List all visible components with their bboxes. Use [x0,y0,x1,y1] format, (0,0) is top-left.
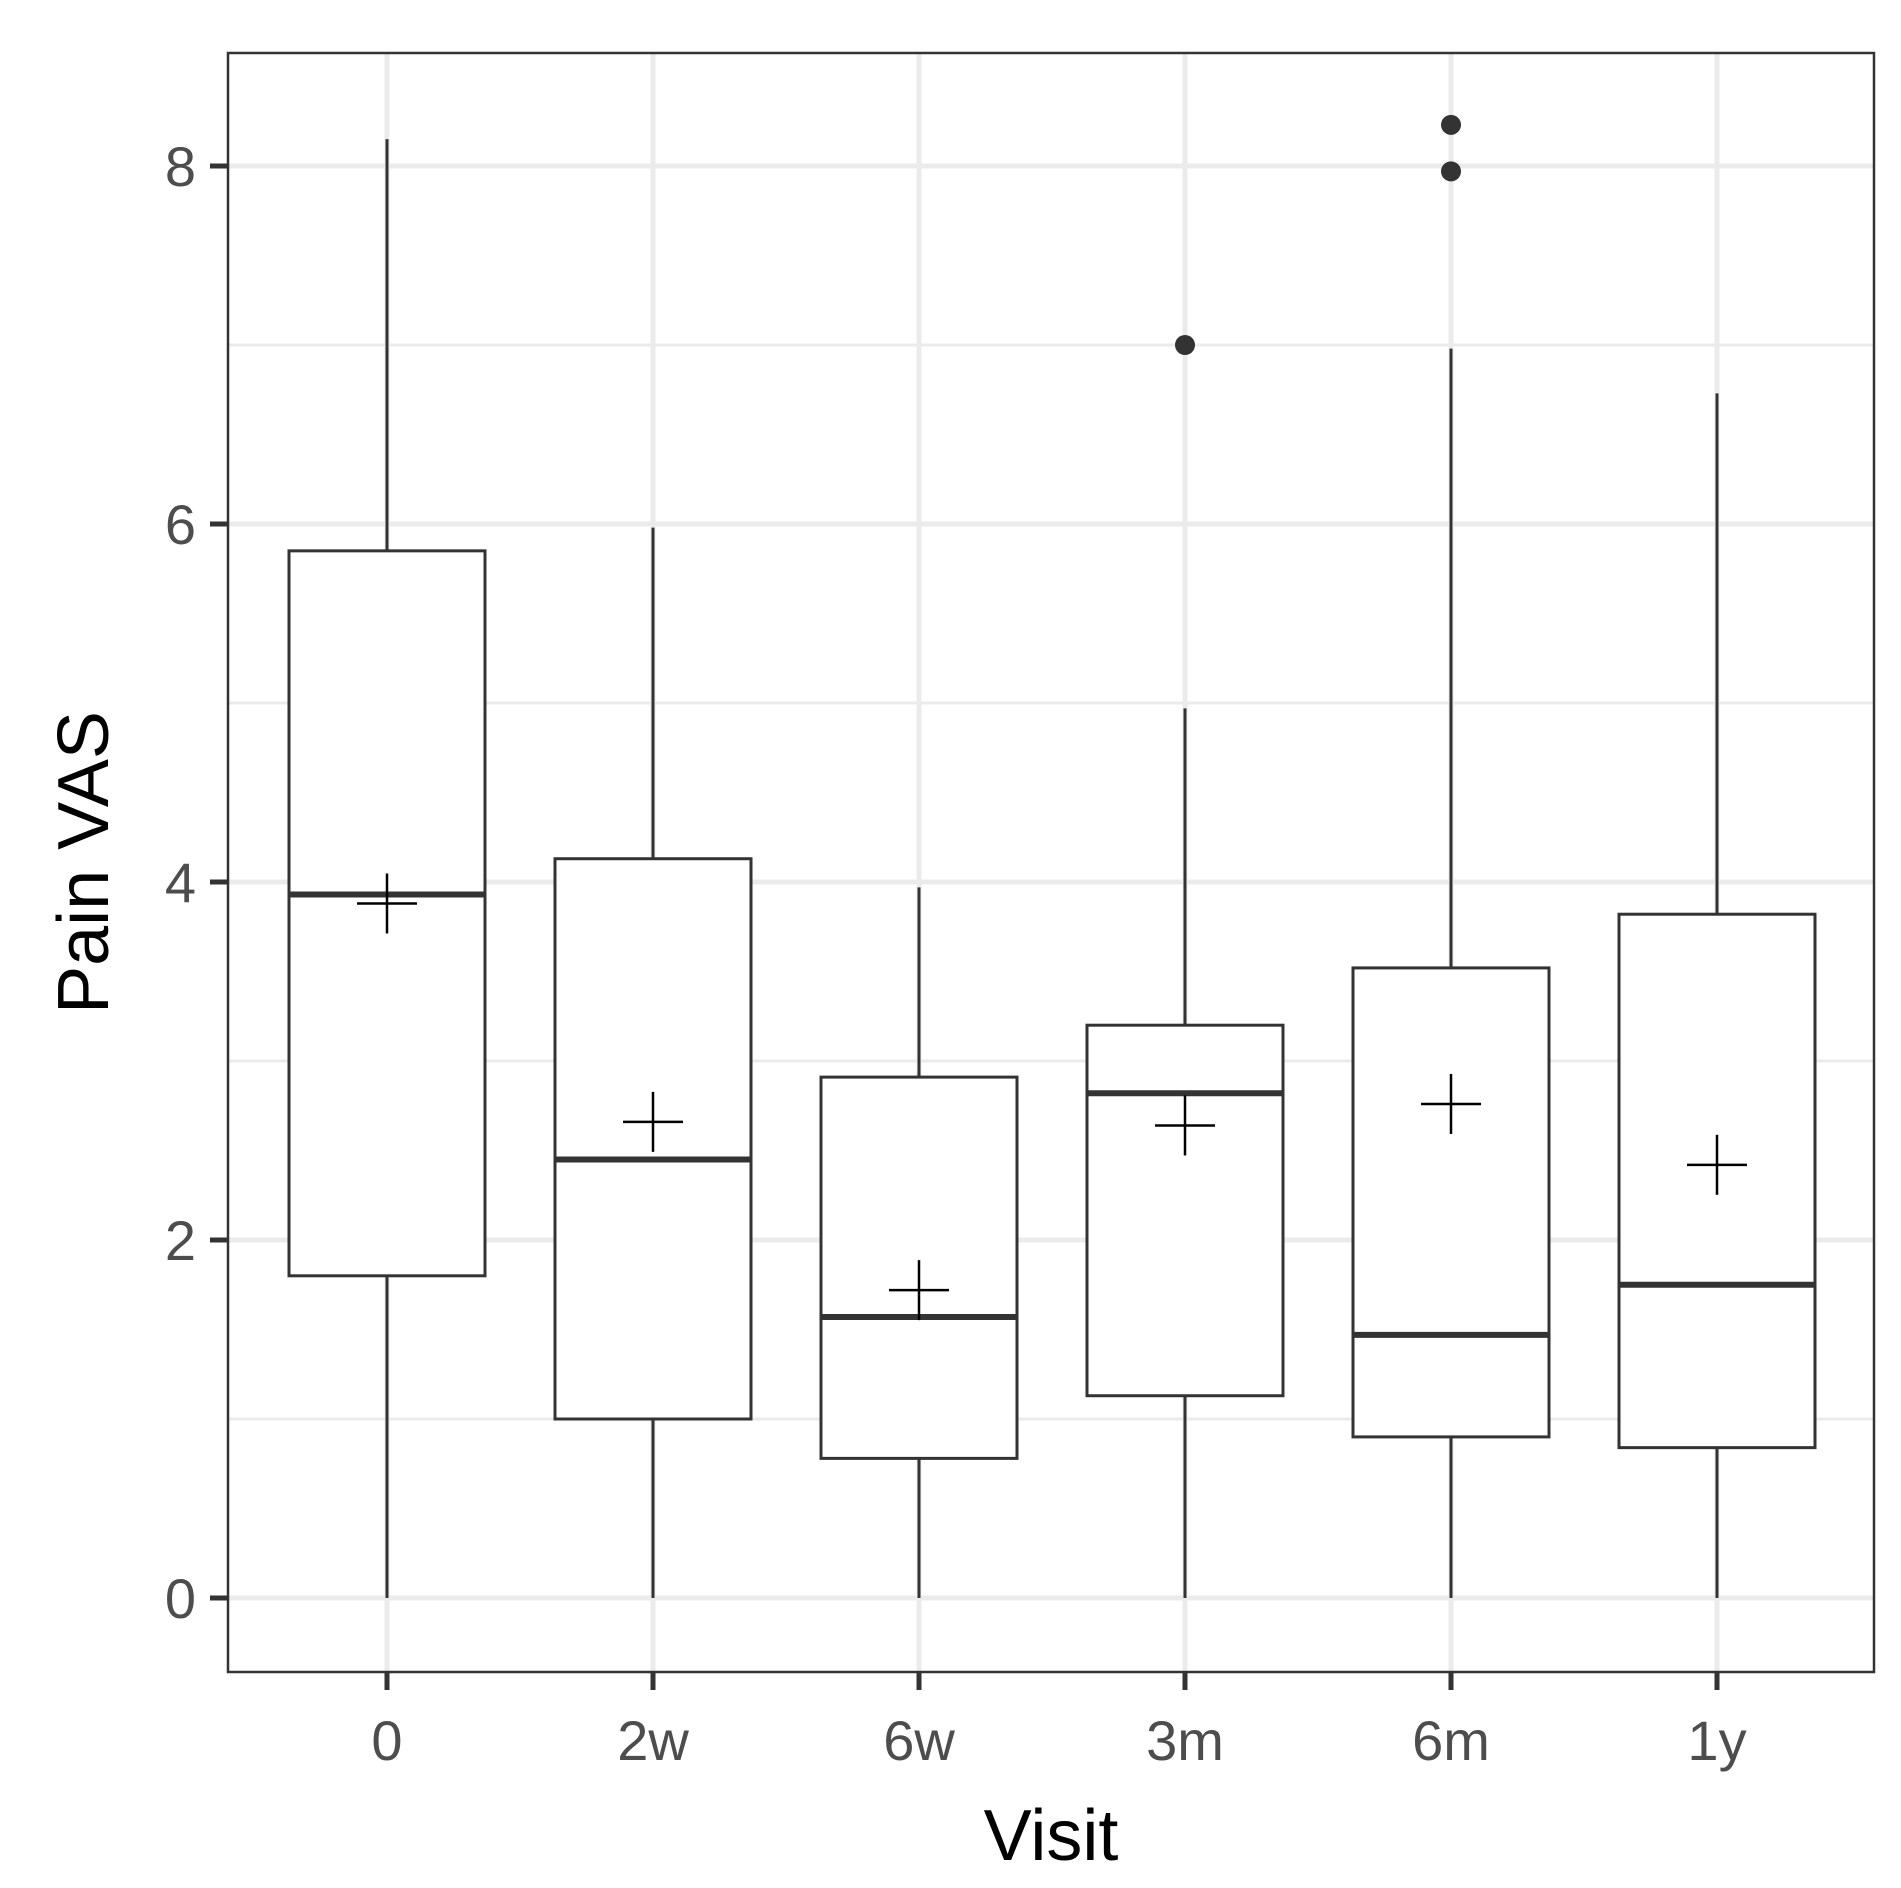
box-series [287,114,1817,1598]
x-tick-label: 3m [1146,1709,1224,1772]
outlier-point [1175,335,1195,355]
x-axis: 0 2w 6w 3m 6m 1y [371,1672,1747,1772]
box-iqr [553,857,753,1421]
y-tick-label: 0 [165,1567,196,1630]
x-tick-label: 6m [1412,1709,1490,1772]
panel-border [226,51,1876,1674]
box-1y [1617,393,1817,1598]
y-axis-title: Pain VAS [44,711,124,1014]
box-6w [819,887,1019,1598]
box-3m [1085,335,1285,1598]
y-axis: 0 2 4 6 8 [165,135,228,1630]
outlier-point [1441,161,1461,182]
x-tick-label: 1y [1687,1709,1746,1772]
box-6m [1351,114,1551,1598]
x-tick-label: 0 [371,1709,402,1772]
y-tick-label: 6 [165,493,196,556]
x-axis-title: Visit [984,1796,1119,1876]
y-tick-label: 8 [165,135,196,198]
x-tick-label: 6w [883,1709,955,1772]
y-tick-label: 2 [165,1209,196,1272]
outlier-point [1441,114,1461,135]
box-2w [553,527,753,1598]
box-visit-0 [287,139,487,1598]
x-tick-label: 2w [617,1709,689,1772]
box-iqr [1351,966,1551,1439]
y-tick-label: 4 [165,851,196,914]
box-iqr [1085,1023,1285,1398]
